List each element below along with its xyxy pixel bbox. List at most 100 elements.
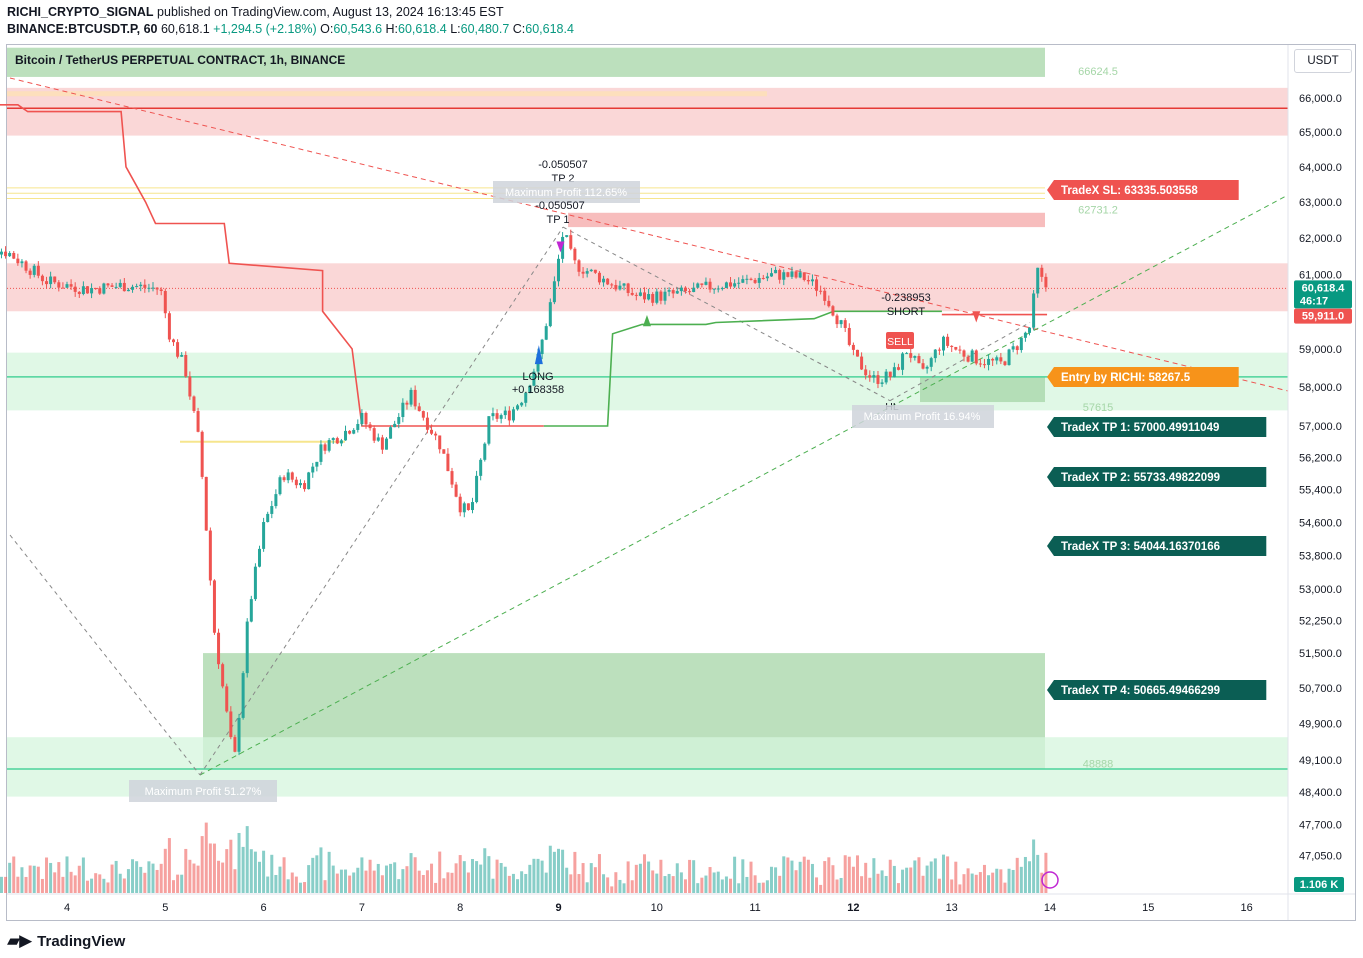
candle-body bbox=[827, 300, 831, 307]
tradingview-logo[interactable]: ▰▶ TradingView bbox=[7, 931, 125, 951]
candle-body bbox=[843, 320, 847, 328]
current-price-label: 60,618.4 bbox=[1302, 282, 1346, 294]
volume-bar bbox=[258, 861, 262, 893]
volume-bar bbox=[823, 861, 827, 893]
volume-bar bbox=[688, 859, 692, 893]
volume-bar bbox=[851, 866, 855, 893]
downtrend-line bbox=[9, 77, 1289, 392]
volume-bar bbox=[602, 874, 606, 893]
volume-bar bbox=[970, 873, 974, 893]
candle-body bbox=[630, 292, 634, 295]
candle-body bbox=[581, 271, 585, 274]
volume-bar bbox=[667, 873, 671, 893]
volume-bar bbox=[995, 868, 999, 893]
candle-body bbox=[610, 284, 614, 286]
volume-bar bbox=[430, 863, 434, 893]
candle-body bbox=[319, 444, 323, 462]
candle-body bbox=[839, 320, 843, 325]
down-triangle-icon bbox=[972, 311, 981, 323]
candle-body bbox=[745, 278, 749, 280]
candle-body bbox=[311, 466, 315, 473]
candle-body bbox=[855, 349, 859, 357]
candle-body bbox=[733, 283, 737, 287]
volume-bar bbox=[573, 851, 577, 893]
candle-body bbox=[470, 502, 474, 511]
volume-bar bbox=[290, 872, 294, 893]
candle-body bbox=[950, 345, 954, 347]
volume-bar bbox=[987, 875, 991, 893]
candle-body bbox=[753, 279, 757, 283]
candle-body bbox=[712, 288, 716, 290]
candle-body bbox=[278, 477, 282, 495]
volume-bar bbox=[626, 861, 630, 893]
candle-body bbox=[1032, 293, 1036, 328]
candle-body bbox=[896, 367, 900, 370]
tp2-trade-label-bg bbox=[1047, 467, 1267, 487]
volume-bar bbox=[720, 879, 724, 893]
volume-bar bbox=[528, 864, 532, 893]
high-label: H: bbox=[385, 22, 399, 36]
candle-body bbox=[73, 286, 77, 292]
candle-body bbox=[401, 402, 405, 418]
volume-bar bbox=[847, 856, 851, 893]
candle-body bbox=[417, 406, 421, 412]
candle-body bbox=[12, 252, 16, 259]
volume-bar bbox=[606, 877, 610, 893]
candle-body bbox=[229, 711, 233, 738]
candle-body bbox=[98, 288, 102, 294]
candle-body bbox=[40, 275, 44, 282]
volume-bar bbox=[679, 872, 683, 893]
candle-body bbox=[937, 349, 941, 351]
up-triangle-icon bbox=[642, 314, 651, 327]
candle-body bbox=[380, 437, 384, 450]
volume-bar bbox=[298, 882, 302, 893]
candle-body bbox=[589, 269, 593, 272]
currency-button[interactable]: USDT bbox=[1294, 49, 1352, 73]
volume-bar bbox=[516, 879, 520, 893]
candle-body bbox=[290, 472, 294, 480]
price-tick: 48,400.0 bbox=[1299, 787, 1342, 799]
volume-bar bbox=[417, 870, 421, 893]
volume-bar bbox=[458, 855, 462, 893]
volume-bar bbox=[524, 873, 528, 893]
candle-body bbox=[389, 427, 393, 439]
candle-body bbox=[57, 282, 61, 288]
volume-bar bbox=[0, 876, 3, 893]
tp4-label-bg bbox=[1047, 680, 1267, 700]
volume-bar bbox=[225, 849, 229, 893]
candle-body bbox=[548, 302, 552, 327]
volume-bar bbox=[470, 859, 474, 893]
volume-bar bbox=[4, 876, 8, 893]
zigzag-line bbox=[199, 226, 564, 776]
price-tick: 50,700.0 bbox=[1299, 683, 1342, 695]
candle-body bbox=[933, 349, 937, 359]
volume-bar bbox=[176, 874, 180, 893]
volume-bar bbox=[815, 877, 819, 893]
price-tick: 52,250.0 bbox=[1299, 616, 1342, 628]
volume-bar bbox=[409, 853, 413, 893]
volume-bar bbox=[16, 876, 20, 893]
volume-bar bbox=[655, 873, 659, 893]
date-tick: 11 bbox=[749, 902, 760, 914]
author-name[interactable]: RICHI_CRYPTO_SIGNAL bbox=[7, 5, 154, 19]
candle-body bbox=[716, 288, 720, 290]
date-tick: 16 bbox=[1240, 902, 1252, 914]
volume-bar bbox=[761, 882, 765, 893]
volume-bar bbox=[126, 869, 130, 893]
date-tick: 7 bbox=[359, 902, 365, 914]
date-tick: 6 bbox=[261, 902, 267, 914]
low-label: L: bbox=[450, 22, 461, 36]
volume-bar bbox=[446, 872, 450, 893]
volume-bar bbox=[315, 855, 319, 893]
volume-bar bbox=[532, 858, 536, 893]
candle-body bbox=[364, 412, 368, 425]
volume-bar bbox=[327, 851, 331, 893]
candle-body bbox=[405, 402, 409, 405]
volume-bar bbox=[561, 849, 565, 893]
volume-bar bbox=[638, 863, 642, 893]
volume-bar bbox=[860, 876, 864, 893]
candle-body bbox=[647, 294, 651, 300]
volume-bar bbox=[765, 880, 769, 893]
volume-bar bbox=[671, 876, 675, 893]
